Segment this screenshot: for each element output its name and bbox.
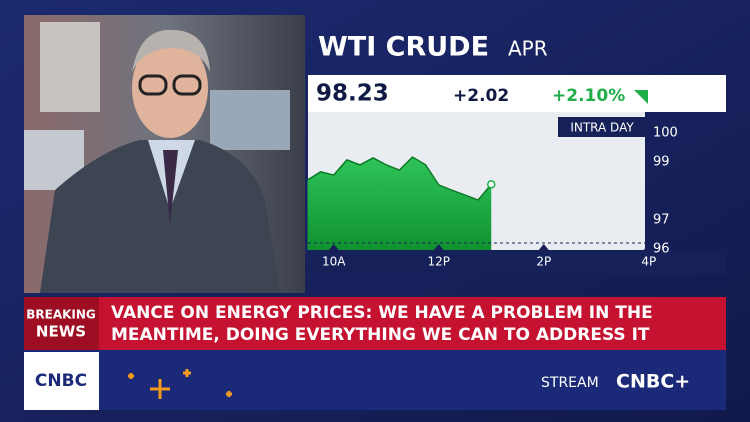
quote-row (308, 75, 726, 112)
price-line (307, 156, 492, 201)
x-tick (538, 244, 549, 250)
x-axis-band (308, 250, 726, 274)
stream-label: STREAM (541, 375, 599, 391)
x-tick-label: 2P (536, 255, 551, 269)
up-arrow (634, 90, 648, 104)
range-badge (558, 117, 646, 137)
x-tick (433, 244, 444, 250)
price-area (307, 157, 492, 250)
tie (163, 150, 178, 225)
glasses-right (172, 74, 202, 96)
change: +2.02 (453, 86, 509, 106)
headline-line: VANCE ON ENERGY PRICES: WE HAVE A PROBLE… (111, 303, 653, 323)
logo-box (24, 352, 99, 410)
x-tick (328, 244, 339, 250)
suit (40, 140, 280, 293)
headline-line: MEANTIME, DOING EVERYTHING WE CAN TO ADD… (111, 325, 650, 345)
x-tick-label: 10A (322, 255, 346, 269)
logo: CNBC (35, 371, 87, 391)
y-tick-label: 100 (653, 125, 678, 140)
stream-brand: CNBC+ (616, 371, 690, 393)
x-tick (643, 244, 654, 250)
banner-tag (24, 297, 99, 350)
y-tick-label: 97 (653, 213, 670, 228)
banner-tag-top: BREAKING (26, 308, 96, 322)
decor-plus (128, 369, 232, 399)
y-tick-label: 99 (653, 154, 670, 169)
quote-contract: APR (508, 37, 548, 61)
change-percent: +2.10% (552, 86, 625, 106)
quote-title: WTI CRUDE (318, 32, 489, 63)
x-tick-label: 4P (641, 255, 656, 269)
head (132, 38, 208, 138)
glasses-left (138, 74, 168, 96)
last-point (487, 180, 496, 189)
monitor (210, 90, 290, 150)
hair (132, 29, 210, 72)
range-label: INTRA DAY (570, 121, 634, 135)
last-price: 98.23 (316, 81, 389, 107)
x-tick-label: 12P (427, 255, 450, 269)
banner (24, 297, 726, 350)
video-feed (24, 15, 305, 293)
banner-tag-bottom: NEWS (36, 323, 86, 341)
screen (40, 22, 100, 112)
footer-bar (24, 350, 726, 410)
y-tick-label: 96 (653, 242, 670, 257)
